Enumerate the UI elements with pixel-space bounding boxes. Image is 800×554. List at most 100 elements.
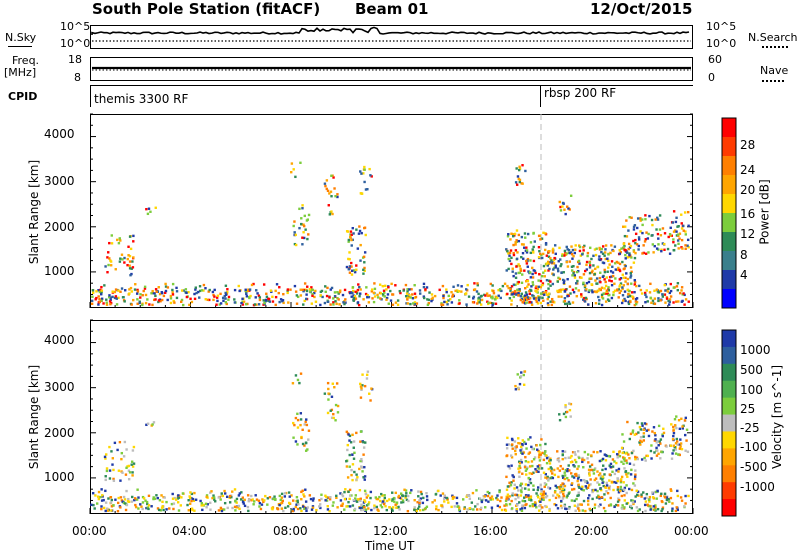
velocity-data-cell	[674, 448, 677, 451]
power-data-cell	[649, 296, 652, 300]
power-data-cell	[466, 283, 469, 287]
power-data-cell	[557, 295, 560, 298]
velocity-data-cell	[190, 492, 194, 496]
velocity-data-cell	[546, 475, 549, 479]
velocity-data-cell	[128, 471, 132, 474]
power-data-cell	[680, 227, 684, 230]
velocity-data-cell	[557, 486, 560, 489]
velocity-data-cell	[125, 448, 128, 451]
power-data-cell	[518, 178, 522, 182]
velocity-data-cell	[500, 508, 504, 512]
power-data-cell	[200, 289, 204, 292]
velocity-data-cell	[336, 506, 339, 509]
power-data-cell	[551, 282, 555, 286]
power-data-cell	[100, 297, 104, 300]
power-data-cell	[609, 270, 613, 273]
freq-label: Freq.	[12, 54, 40, 67]
power-data-cell	[485, 292, 489, 295]
nsky-top-tick: 10^5	[60, 20, 91, 33]
power-data-cell	[684, 298, 688, 301]
power-data-cell	[364, 233, 367, 237]
velocity-data-cell	[633, 484, 637, 487]
velocity-data-cell	[155, 494, 158, 497]
power-data-cell	[537, 279, 540, 282]
velocity-data-cell	[341, 494, 345, 498]
velocity-data-cell	[528, 472, 531, 475]
power-data-cell	[411, 293, 414, 296]
power-data-cell	[624, 257, 627, 260]
velocity-data-cell	[296, 443, 299, 446]
power-data-cell	[389, 299, 393, 302]
velocity-data-cell	[596, 470, 599, 473]
velocity-data-cell	[505, 497, 508, 501]
power-data-cell	[224, 291, 227, 295]
power-data-cell	[472, 297, 475, 300]
velocity-data-cell	[676, 508, 679, 512]
power-data-cell	[574, 244, 577, 247]
power-data-cell	[334, 194, 337, 198]
velocity-data-cell	[299, 412, 303, 415]
velocity-data-cell	[630, 468, 633, 472]
velocity-data-cell	[490, 506, 494, 509]
velocity-data-cell	[590, 454, 593, 457]
power-data-cell	[532, 251, 535, 254]
velocity-data-cell	[619, 488, 622, 491]
velocity-data-cell	[684, 416, 688, 420]
velocity-data-cell	[511, 494, 514, 497]
velocity-data-cell	[119, 506, 122, 509]
power-data-cell	[225, 302, 228, 306]
power-data-cell	[644, 218, 647, 221]
velocity-data-cell	[318, 499, 321, 502]
power-data-cell	[290, 162, 294, 165]
power-data-cell	[649, 282, 652, 286]
power-data-cell	[535, 300, 538, 303]
velocity-data-cell	[352, 440, 356, 443]
power-data-cell	[603, 270, 607, 274]
velocity-data-cell	[347, 490, 350, 494]
nave-dotted-line	[762, 80, 784, 82]
velocity-data-cell	[538, 509, 541, 512]
power-data-cell	[126, 257, 129, 261]
velocity-data-cell	[605, 484, 609, 487]
velocity-data-cell	[304, 500, 308, 503]
velocity-data-cell	[619, 485, 623, 489]
velocity-data-cell	[673, 418, 677, 421]
power-data-cell	[641, 218, 644, 221]
power-data-cell	[413, 292, 417, 295]
power-data-cell	[539, 301, 543, 305]
velocity-data-cell	[544, 442, 547, 446]
power-data-cell	[580, 276, 583, 279]
velocity-data-cell	[205, 506, 208, 509]
velocity-data-cell	[296, 412, 299, 416]
velocity-data-cell	[133, 498, 136, 502]
power-data-cell	[618, 285, 621, 288]
power-data-cell	[632, 261, 636, 264]
velocity-data-cell	[636, 490, 640, 493]
velocity-data-cell	[627, 472, 630, 475]
power-data-cell	[131, 266, 135, 269]
power-data-cell	[621, 273, 624, 276]
velocity-data-cell	[545, 505, 548, 509]
power-data-cell	[258, 296, 262, 299]
velocity-data-cell	[535, 470, 538, 473]
power-data-cell	[575, 294, 578, 298]
velocity-data-cell	[536, 465, 539, 468]
power-data-cell	[571, 248, 575, 252]
beam-title: Beam 01	[355, 0, 429, 18]
power-data-cell	[124, 289, 127, 292]
velocity-data-cell	[642, 439, 646, 442]
velocity-data-cell	[642, 491, 645, 494]
velocity-data-cell	[640, 493, 643, 496]
power-data-cell	[304, 228, 307, 231]
power-data-cell	[328, 213, 332, 216]
velocity-data-cell	[380, 505, 384, 509]
velocity-data-cell	[588, 507, 591, 511]
power-data-cell	[128, 254, 132, 258]
velocity-data-cell	[651, 430, 654, 433]
velocity-data-cell	[605, 481, 608, 485]
velocity-data-cell	[620, 507, 624, 510]
velocity-data-cell	[345, 505, 348, 508]
velocity-data-cell	[308, 494, 312, 497]
power-data-cell	[625, 272, 628, 275]
power-data-cell	[518, 165, 521, 168]
